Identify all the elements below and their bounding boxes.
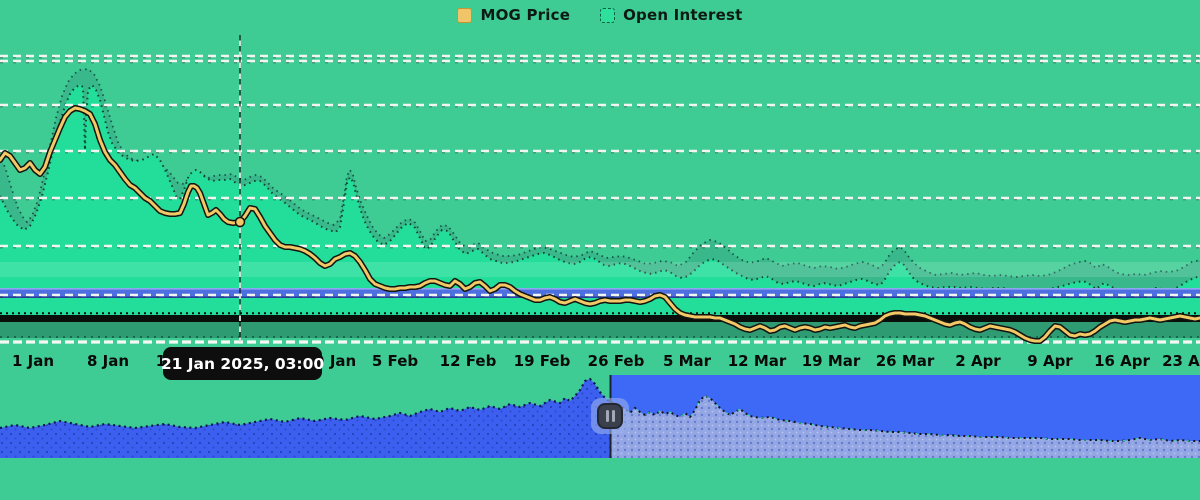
x-axis-label: 16 Apr <box>1094 352 1150 370</box>
crosshair-marker <box>234 216 246 228</box>
x-axis-label: 12 Feb <box>439 352 497 370</box>
navigator-selected[interactable] <box>0 375 1200 458</box>
x-axis-label: 2 Apr <box>955 352 1001 370</box>
navigator-area-left-texture <box>0 379 610 458</box>
x-axis-label: 5 Mar <box>662 352 712 370</box>
x-axis-label: 9 Apr <box>1027 352 1073 370</box>
x-axis-label: 5 Feb <box>371 352 419 370</box>
navigator-handle[interactable] <box>597 403 623 429</box>
navigator-unselected[interactable] <box>0 377 1200 458</box>
main-plot-area[interactable] <box>0 35 1200 344</box>
navigator[interactable] <box>0 375 1200 458</box>
legend-item-open-interest[interactable]: Open Interest <box>600 6 742 24</box>
pause-icon <box>611 410 615 422</box>
legend: MOG Price Open Interest <box>0 6 1200 24</box>
x-axis-label: 23 Apr <box>1162 352 1200 370</box>
legend-label: MOG Price <box>480 6 571 24</box>
x-axis-label: 8 Jan <box>86 352 130 370</box>
open-interest-envelope-edge <box>0 68 1200 278</box>
gradient-stripe <box>0 262 1200 277</box>
legend-label: Open Interest <box>623 6 743 24</box>
x-axis-label: 26 Feb <box>587 352 645 370</box>
legend-swatch-icon <box>600 7 616 23</box>
navigator-edge-flecks <box>610 395 1200 442</box>
x-axis-label: 12 Mar <box>727 352 787 370</box>
black-band <box>0 315 1200 322</box>
pause-icon <box>605 410 609 422</box>
x-axis-label: 19 Mar <box>801 352 861 370</box>
blue-band <box>0 288 1200 298</box>
navigator-area-right-texture <box>610 396 1200 458</box>
x-axis-label: 1 Jan <box>11 352 55 370</box>
open-interest-area <box>0 85 1200 333</box>
navigator-edge-left <box>0 377 610 430</box>
tooltip-text: 21 Jan 2025, 03:00 <box>160 354 325 373</box>
crosshair-tooltip: 21 Jan 2025, 03:00 <box>160 347 325 380</box>
legend-swatch-icon <box>457 7 473 23</box>
price-line <box>0 106 1200 343</box>
legend-item-mog-price[interactable]: MOG Price <box>457 6 570 24</box>
x-axis-label: 19 Feb <box>513 352 571 370</box>
x-axis-label: 26 Mar <box>875 352 935 370</box>
dark-green-band <box>0 322 1200 338</box>
